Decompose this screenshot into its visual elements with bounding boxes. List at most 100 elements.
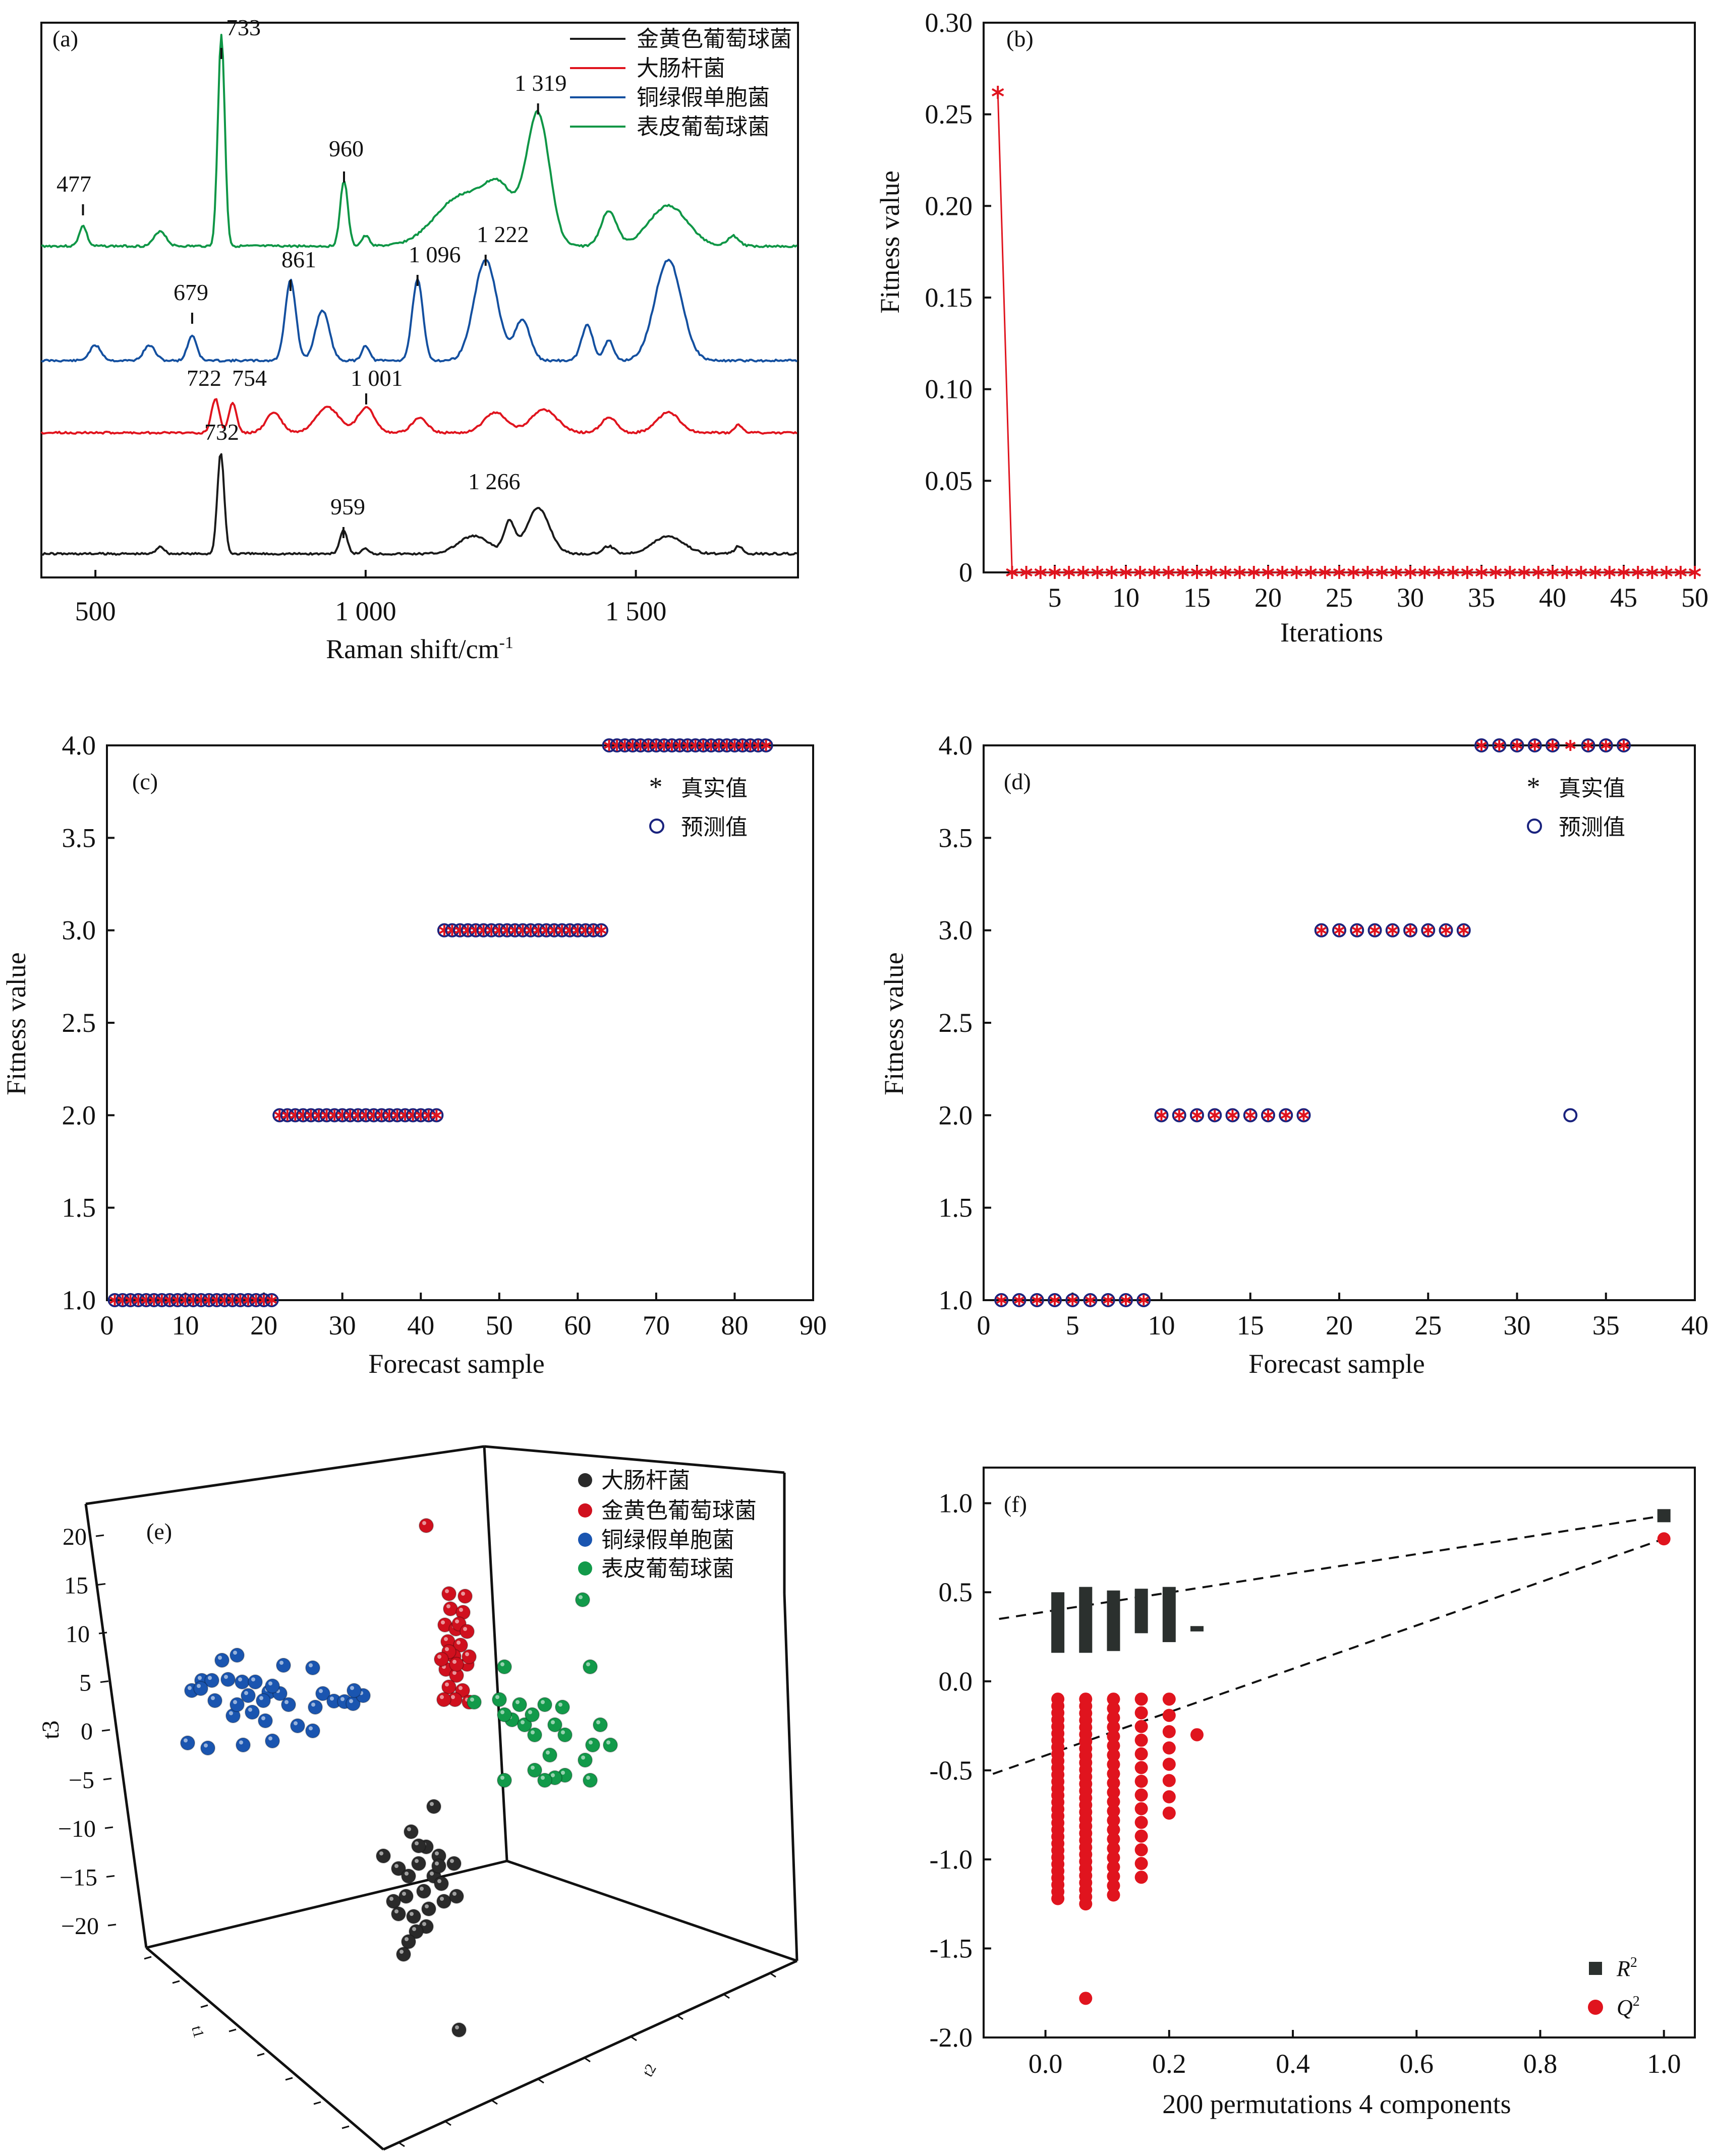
- d-true-point: [1280, 1110, 1291, 1121]
- f-q2-point: [1107, 1739, 1120, 1753]
- b-point-stroke: [1133, 568, 1147, 577]
- e-point-s-epidermidis-highlight: [541, 1776, 545, 1780]
- d-true-point-stroke: [1067, 1296, 1078, 1304]
- d-predicted-point: [1563, 1108, 1578, 1123]
- c-true-point: [431, 1110, 442, 1121]
- e-point-s-epidermidis-highlight: [495, 1695, 499, 1699]
- e-point-e-coli-highlight: [435, 1851, 439, 1855]
- e-point-p-aeruginosa-highlight: [268, 1736, 272, 1740]
- f-q2-point: [1134, 1788, 1148, 1802]
- d-true-point-stroke: [1049, 1296, 1060, 1304]
- f-r2-points: [1134, 1589, 1148, 1634]
- e-point-e-coli: [411, 1838, 426, 1853]
- b-point-stroke: [1475, 568, 1488, 577]
- f-xtick-label: 0.6: [1400, 2049, 1434, 2079]
- d-true-point: [1334, 924, 1345, 936]
- box-front-left: [145, 1947, 384, 2150]
- e-point-p-aeruginosa-highlight: [238, 1677, 242, 1681]
- b-xtick-label: 10: [1112, 582, 1139, 613]
- panel-e-xlabel: t1: [188, 2024, 207, 2040]
- d-ytick-label: 1.5: [939, 1193, 973, 1223]
- b-point-stroke: [1489, 568, 1502, 577]
- e-point-e-coli: [434, 1876, 449, 1891]
- e-point-s-epidermidis: [583, 1659, 598, 1674]
- e-point-e-coli-highlight: [407, 1827, 411, 1831]
- legend-dot-p-aeruginosa: [578, 1533, 592, 1547]
- c-ytick-label: 1.0: [62, 1285, 96, 1315]
- e-point-s-epidermidis: [497, 1707, 512, 1722]
- d-predicted-point: [1421, 923, 1436, 938]
- f-q2-point: [1107, 1786, 1120, 1799]
- d-ytick-label: 3.5: [939, 823, 973, 853]
- e-point-e-coli: [446, 1856, 462, 1871]
- f-q2-point: [1190, 1728, 1204, 1741]
- panel-f-label: (f): [1004, 1491, 1027, 1517]
- legend-pred-marker: [1527, 819, 1542, 834]
- b-point-stroke: [1404, 568, 1417, 577]
- f-q2-point: [1134, 1733, 1148, 1747]
- b-point-stroke: [1048, 568, 1061, 577]
- b-point-stroke: [1390, 568, 1403, 577]
- d-true-point: [1085, 1295, 1096, 1306]
- b-point-stroke: [1034, 568, 1047, 577]
- b-point: [1361, 566, 1374, 579]
- spectrum-p-aeruginosa: [41, 259, 798, 363]
- legend-true-label: 真实值: [1559, 776, 1625, 801]
- panel-b: (b) 0 0.05 0.10 0.15 0.20 0.25 0.30 5 10 15 20 25 3…: [875, 8, 1708, 648]
- panel-c-ylabel: Fitness value: [1, 952, 31, 1095]
- e-ztick: [107, 1924, 117, 1927]
- box-floor-right: [506, 1859, 797, 1962]
- c-true-point: [596, 924, 607, 936]
- d-true-point-stroke: [1085, 1296, 1096, 1304]
- e-point-e-coli-highlight: [394, 1909, 398, 1913]
- b-point: [1162, 566, 1175, 579]
- f-q2-point: [1162, 1807, 1176, 1820]
- panel-e: (e) 20 15 10 5 0 −5 −10 −15 −20 t3 t1 t2 大肠杆菌 金黄…: [37, 1445, 798, 2151]
- e-point-e-coli-highlight: [425, 1904, 429, 1908]
- b-point: [1461, 566, 1474, 579]
- b-ytick-label: 0.30: [925, 8, 973, 38]
- e-point-s-epidermidis: [497, 1659, 512, 1674]
- panel-f-yticks: 1.0 0.5 0.0 -0.5 -1.0 -1.5 -2.0: [930, 1488, 991, 2053]
- legend-dot-s-aureus: [578, 1503, 592, 1518]
- b-point: [1119, 566, 1132, 579]
- e-xfloor-tick: [257, 2053, 265, 2057]
- e-point-s-epidermidis-highlight: [500, 1776, 504, 1780]
- e-point-p-aeruginosa-highlight: [211, 1696, 215, 1700]
- c-xtick-label: 20: [250, 1310, 277, 1341]
- b-point-stroke: [1617, 568, 1630, 577]
- d-true-point-stroke: [1494, 741, 1505, 749]
- f-q2-point: [1107, 1842, 1120, 1855]
- d-ytick-label: 1.0: [939, 1285, 973, 1315]
- e-point-s-epidermidis: [593, 1717, 608, 1732]
- d-ytick-label: 2.0: [939, 1100, 973, 1130]
- d-predicted-point: [1101, 1293, 1115, 1307]
- e-point-p-aeruginosa: [241, 1688, 256, 1703]
- e-point-s-aureus-highlight: [440, 1695, 444, 1699]
- d-true-point: [1120, 1295, 1131, 1306]
- b-point-stroke: [1546, 568, 1559, 577]
- a-xtick-label: 1 000: [335, 596, 396, 626]
- e-xfloor-tick: [144, 1956, 152, 1960]
- b-point: [1447, 566, 1459, 579]
- e-point-p-aeruginosa-highlight: [311, 1703, 315, 1707]
- e-ztick: [103, 1778, 112, 1780]
- b-point: [1091, 566, 1104, 579]
- f-r2-points: [1051, 1592, 1065, 1653]
- f-ytick-label: -0.5: [930, 1755, 973, 1785]
- c-ytick-label: 2.5: [62, 1008, 96, 1038]
- e-point-s-aureus: [449, 1657, 464, 1672]
- b-point-stroke: [1304, 568, 1317, 577]
- panel-c-legend: * 真实值 预测值: [649, 772, 748, 840]
- b-point-stroke: [1333, 568, 1346, 577]
- b-point-stroke: [1290, 568, 1303, 577]
- e-ztick-label: 20: [63, 1524, 87, 1550]
- e-point-s-epidermidis-highlight: [531, 1766, 535, 1770]
- f-r2-points: [1190, 1626, 1204, 1631]
- panel-a-spectra: [40, 34, 798, 556]
- panel-f-xlabel: 200 permutations 4 components: [1162, 2089, 1511, 2119]
- d-true-point: [1494, 740, 1505, 751]
- e-point-s-epidermidis: [585, 1737, 600, 1753]
- b-point-stroke: [1006, 568, 1018, 577]
- e-ztick: [106, 1875, 115, 1878]
